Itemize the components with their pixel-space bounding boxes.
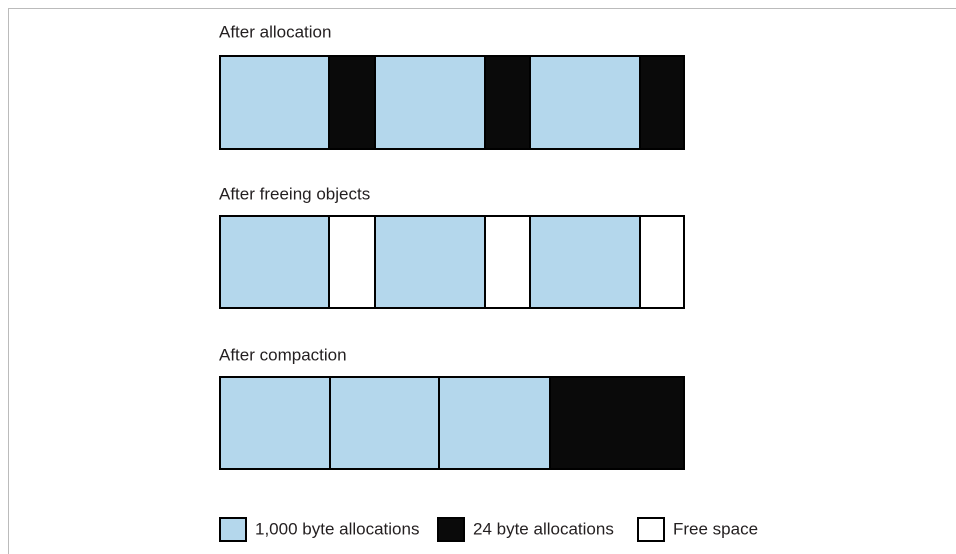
legend-swatch	[437, 517, 465, 542]
legend-swatch	[637, 517, 665, 542]
legend-label: Free space	[673, 519, 758, 538]
block-1000	[219, 376, 331, 470]
block-24	[639, 55, 685, 150]
block-free	[328, 215, 376, 309]
block-1000	[219, 215, 330, 309]
section-title: After allocation	[219, 22, 331, 41]
block-free	[484, 215, 531, 309]
legend-swatch	[219, 517, 247, 542]
frame	[8, 8, 956, 554]
block-1000	[374, 215, 486, 309]
section-title: After freeing objects	[219, 184, 370, 203]
block-24	[549, 376, 685, 470]
legend-label: 1,000 byte allocations	[255, 519, 419, 538]
block-free	[639, 215, 685, 309]
memory-bar	[219, 55, 685, 150]
legend: 1,000 byte allocations 24 byte allocatio…	[219, 517, 758, 542]
legend-label: 24 byte allocations	[473, 519, 614, 538]
memory-bar	[219, 215, 685, 309]
block-1000	[219, 55, 330, 150]
block-1000	[438, 376, 551, 470]
block-1000	[374, 55, 486, 150]
block-24	[484, 55, 531, 150]
memory-bar	[219, 376, 685, 470]
block-1000	[329, 376, 440, 470]
block-24	[328, 55, 376, 150]
section-title: After compaction	[219, 345, 347, 364]
block-1000	[529, 55, 641, 150]
block-1000	[529, 215, 641, 309]
